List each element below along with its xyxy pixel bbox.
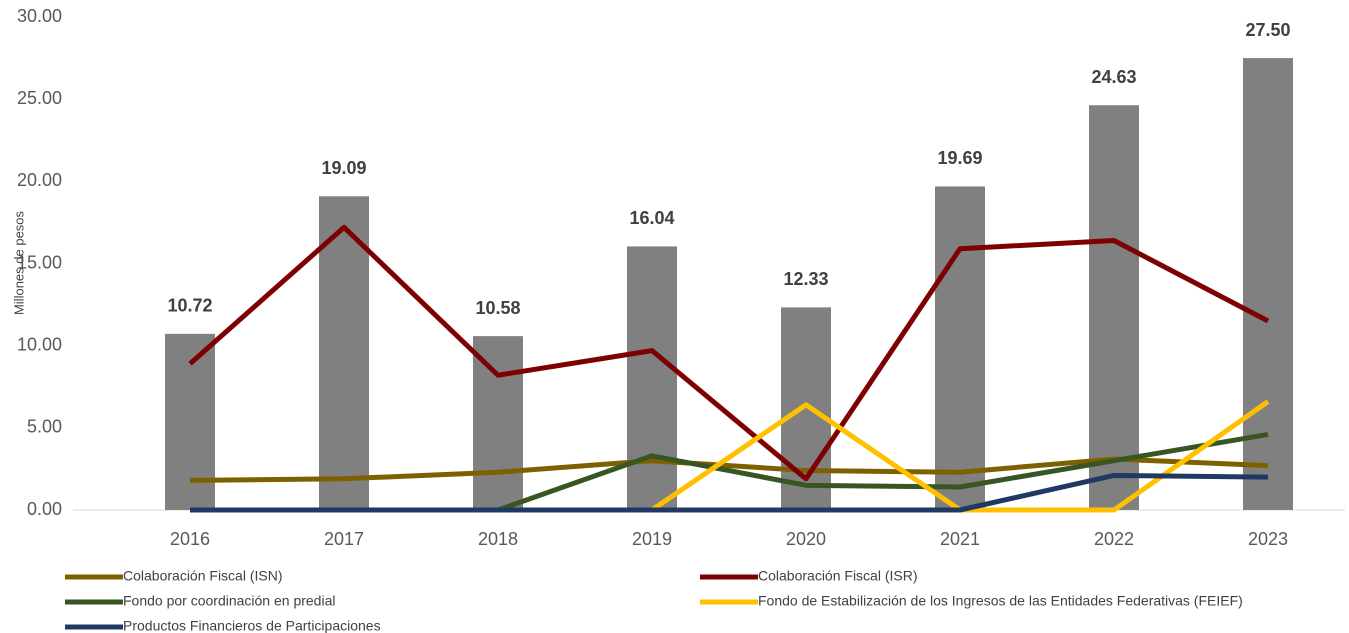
legend-label: Fondo de Estabilización de los Ingresos …: [758, 593, 1243, 609]
y-tick-label: 20.00: [17, 170, 62, 190]
legend-label: Fondo por coordinación en predial: [123, 593, 335, 609]
value-label: 24.63: [1091, 67, 1136, 87]
bar: [627, 246, 677, 510]
y-tick-label: 10.00: [17, 334, 62, 354]
value-label: 27.50: [1245, 20, 1290, 40]
legend-label: Colaboración Fiscal (ISR): [758, 568, 918, 584]
value-label: 19.09: [321, 158, 366, 178]
value-label: 10.58: [475, 298, 520, 318]
line-series: [189, 456, 1269, 483]
x-tick-label: 2019: [632, 529, 672, 549]
bar: [319, 196, 369, 511]
y-tick-label: 15.00: [17, 252, 62, 272]
y-tick-label: 5.00: [27, 417, 62, 437]
value-label: 10.72: [167, 296, 212, 316]
bar: [1243, 58, 1293, 510]
x-tick-label: 2020: [786, 529, 826, 549]
line-series: [190, 472, 1269, 513]
y-tick-label: 30.00: [17, 6, 62, 26]
x-tick-label: 2016: [170, 529, 210, 549]
bar: [1089, 105, 1139, 510]
x-tick-label: 2022: [1094, 529, 1134, 549]
x-tick-label: 2023: [1248, 529, 1288, 549]
legend-label: Productos Financieros de Participaciones: [123, 618, 381, 633]
x-tick-label: 2017: [324, 529, 364, 549]
value-label: 12.33: [783, 269, 828, 289]
legend-label: Colaboración Fiscal (ISN): [123, 568, 283, 584]
x-tick-label: 2021: [940, 529, 980, 549]
bar: [935, 186, 985, 510]
value-label: 16.04: [629, 208, 674, 228]
bar: [473, 336, 523, 510]
value-label: 19.69: [937, 148, 982, 168]
y-tick-label: 0.00: [27, 499, 62, 519]
x-tick-label: 2018: [478, 529, 518, 549]
y-tick-label: 25.00: [17, 88, 62, 108]
line-series: [188, 224, 1270, 482]
y-axis-label: Millones de pesos: [11, 210, 26, 315]
bar: [165, 333, 215, 510]
